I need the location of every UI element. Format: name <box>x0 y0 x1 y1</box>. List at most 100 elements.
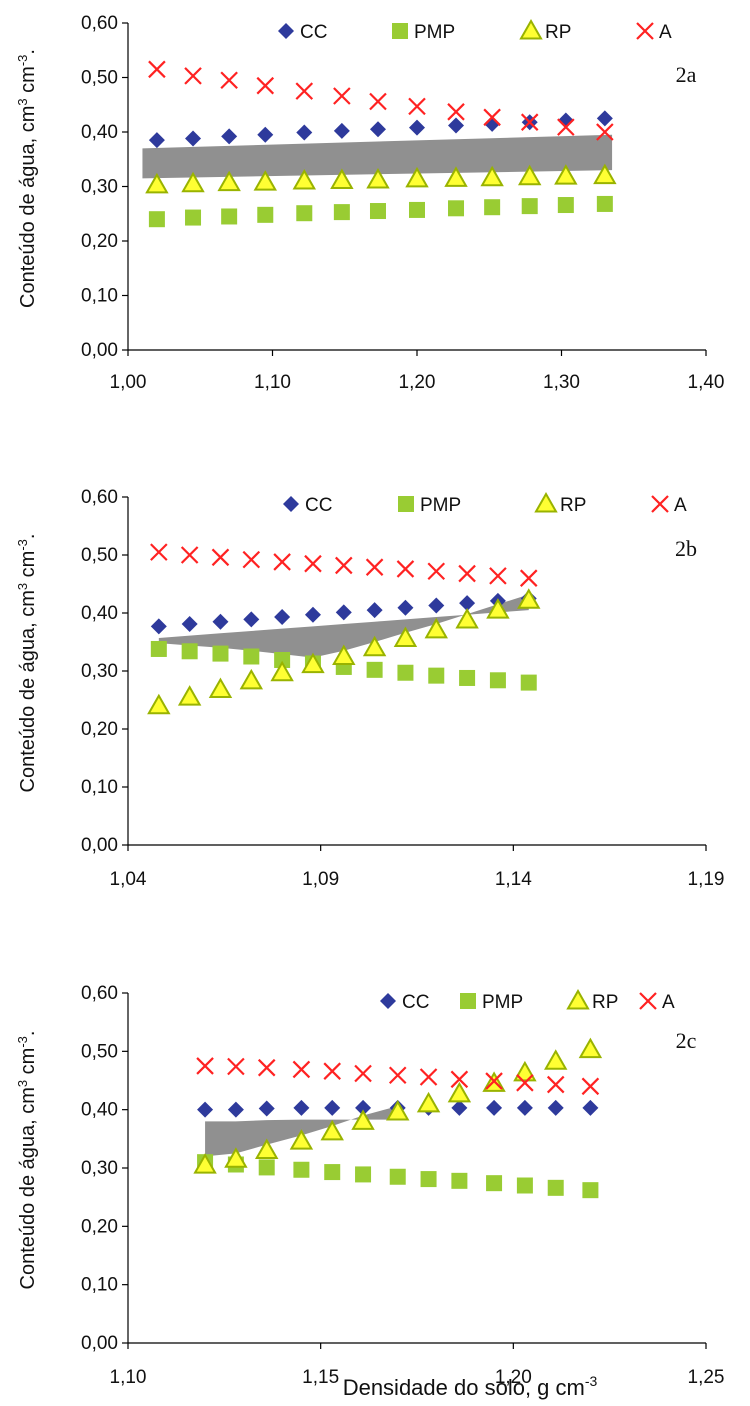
p3-a-point-6-stroke2 <box>388 1066 407 1085</box>
p2-a-point-12 <box>519 569 538 587</box>
shaded-band <box>142 134 613 179</box>
p1-cc-point-7 <box>409 119 425 136</box>
p2-a-point-3 <box>242 550 261 569</box>
p1-a-point-4-stroke2 <box>295 82 314 100</box>
y-tick-label: 0,40 <box>81 603 118 624</box>
p1-rp-point-0 <box>145 172 169 194</box>
p1-a-point-0-stroke2 <box>148 60 166 79</box>
y-tick-label: 0,20 <box>81 1216 118 1237</box>
x-tick-label: 1,20 <box>399 372 436 393</box>
y-axis-title: Conteúdo de água, cm3 cm-3. <box>15 1031 39 1290</box>
p2-pmp-point-10 <box>459 669 476 686</box>
p3-pmp-point-10 <box>516 1177 533 1194</box>
p2-a-point-3-stroke2 <box>242 550 261 569</box>
p3-a-point-12 <box>581 1077 600 1096</box>
p3-cc-point-8 <box>451 1099 468 1116</box>
p1-a-point-2 <box>220 71 238 90</box>
x-tick-label: 1,10 <box>110 1367 147 1388</box>
y-tick-label: 0,40 <box>81 1100 118 1121</box>
p2-rp-point-2 <box>208 677 233 699</box>
p1-cc-point-5 <box>333 122 350 139</box>
y-axis-title-ylabel-base: Conteúdo de água, cm <box>17 106 39 308</box>
p2-rp-point-0 <box>147 693 171 715</box>
p3-cc-point-legend <box>380 993 396 1009</box>
y-tick-label: 0,00 <box>81 340 118 361</box>
p3-a-point-10-stroke2 <box>516 1074 534 1092</box>
p1-a-point-0 <box>148 60 166 79</box>
p2-a-point-11-stroke2 <box>489 567 507 585</box>
p2-rp-point-6 <box>332 644 356 665</box>
p1-cc-point-8 <box>448 117 465 134</box>
y-tick-label: 0,50 <box>81 545 118 566</box>
series-pmp <box>150 640 537 691</box>
p1-pmp-point-11 <box>557 197 574 214</box>
p3-rp-point-7 <box>416 1091 441 1113</box>
panel-label: 2c <box>676 1028 697 1053</box>
p3-rp-point-8 <box>447 1081 472 1103</box>
y-tick-label: 0,60 <box>81 983 118 1004</box>
y-tick-label: 0,60 <box>81 13 118 34</box>
p2-pmp-point-2 <box>212 645 229 662</box>
p3-a-point-10 <box>516 1074 534 1092</box>
y-axis-title-ylabel-base: Conteúdo de água, cm <box>17 1087 39 1289</box>
p1-a-point-7 <box>408 97 426 116</box>
p3-a-point-11-stroke2 <box>546 1075 565 1094</box>
p1-a-point-3-stroke2 <box>256 76 275 95</box>
legend: CC PMP RP A <box>283 491 687 516</box>
x-tick-label: 1,20 <box>495 1367 532 1388</box>
p2-pmp-point-8 <box>397 664 414 681</box>
p1-a-point-1-stroke2 <box>184 67 202 85</box>
chart-panel-3: 0,00 0,10 0,20 0,30 0,40 0,50 0,60 1,10 1,15 1,20… <box>15 983 724 1388</box>
p2-pmp-point-legend <box>398 496 414 512</box>
p3-a-point-4 <box>323 1062 342 1080</box>
p2-pmp-point-9 <box>428 667 445 684</box>
p2-rp-point-3 <box>239 668 264 690</box>
p3-rp-point-0 <box>193 1153 217 1174</box>
y-tick-label: 0,50 <box>81 1041 118 1062</box>
p2-a-point-5-stroke2 <box>304 554 322 573</box>
p1-a-point-10 <box>520 113 539 131</box>
p3-a-point-1 <box>227 1057 245 1076</box>
p1-cc-point-0 <box>148 132 165 149</box>
p3-a-point-legend <box>639 992 657 1010</box>
p1-rp-point-6 <box>366 167 390 189</box>
p1-a-point-6-stroke2 <box>369 92 387 111</box>
p2-a-point-9 <box>427 562 446 581</box>
p1-rp-point-2 <box>217 170 241 192</box>
legend-label-a: A <box>662 992 675 1013</box>
y-axis-title: Conteúdo de água, cm3 cm-3. <box>15 49 39 308</box>
p3-rp-point-legend <box>566 988 590 1010</box>
p1-pmp-point-1 <box>185 209 202 226</box>
y-tick-label: 0,20 <box>81 231 118 252</box>
p1-a-point-9 <box>483 108 501 127</box>
p1-rp-point-5 <box>330 168 354 190</box>
p3-cc-point-3 <box>293 1099 310 1116</box>
x-tick-label: 1,10 <box>254 372 291 393</box>
y-tick-label: 0,60 <box>81 487 118 508</box>
p1-a-point-6 <box>369 92 387 111</box>
p1-cc-point-4 <box>296 124 313 141</box>
p1-cc-point-3 <box>257 126 274 143</box>
p3-a-point-11 <box>546 1075 565 1094</box>
p1-a-point-5-stroke2 <box>333 87 351 105</box>
y-axis-title-ylabel-end: . <box>17 534 39 540</box>
legend-label-cc: CC <box>305 495 332 516</box>
y-axis-title-ylabel-sup2: -3 <box>15 55 30 67</box>
p2-cc-point-10 <box>459 595 476 612</box>
p3-pmp-point-5 <box>355 1166 372 1183</box>
y-axis-title-ylabel-mid: cm <box>17 1048 39 1080</box>
p3-cc-point-0 <box>197 1101 214 1118</box>
p1-a-point-11 <box>557 118 575 136</box>
p2-a-point-5 <box>304 554 322 573</box>
p1-rp-point-10 <box>517 164 542 186</box>
p1-pmp-point-8 <box>448 200 465 217</box>
p1-a-point-2-stroke2 <box>220 71 238 90</box>
p3-a-point-2 <box>257 1058 276 1077</box>
p1-rp-point-8 <box>444 166 468 187</box>
p1-a-point-7-stroke2 <box>408 97 426 116</box>
series-cc <box>150 590 537 635</box>
p1-pmp-point-0 <box>148 211 165 228</box>
p3-cc-point-5 <box>355 1099 372 1116</box>
p2-pmp-point-4 <box>274 651 291 668</box>
legend-label-rp: RP <box>560 495 586 516</box>
